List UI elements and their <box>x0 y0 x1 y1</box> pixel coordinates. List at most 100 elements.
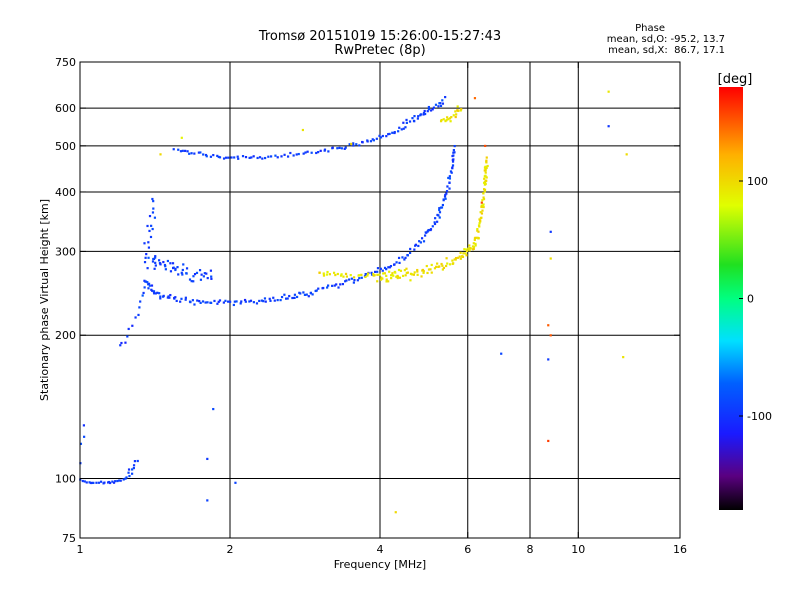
data-point <box>372 272 375 276</box>
data-point <box>159 153 162 156</box>
data-point <box>260 299 263 302</box>
data-point <box>152 207 155 210</box>
data-point <box>143 242 146 245</box>
data-point <box>448 117 452 120</box>
data-point <box>212 153 215 157</box>
data-point <box>423 109 426 113</box>
data-point <box>295 295 299 299</box>
data-point <box>473 97 477 100</box>
data-point <box>344 272 348 276</box>
data-point <box>429 268 432 271</box>
data-point <box>218 299 222 302</box>
data-point <box>143 286 146 289</box>
data-point <box>412 273 415 276</box>
data-point <box>199 301 202 304</box>
data-point <box>166 259 170 263</box>
data-point <box>309 292 312 295</box>
data-point <box>83 435 86 438</box>
data-point <box>112 481 116 484</box>
data-point <box>164 268 167 271</box>
data-point <box>432 106 436 109</box>
data-point <box>404 126 407 129</box>
data-point <box>131 468 134 471</box>
data-point <box>200 273 203 276</box>
data-point <box>109 481 112 485</box>
data-point <box>427 105 431 109</box>
data-point <box>217 300 220 303</box>
data-point <box>163 263 167 267</box>
data-point <box>100 480 103 483</box>
data-point <box>401 256 404 259</box>
data-point <box>174 268 177 272</box>
data-point <box>450 116 453 119</box>
data-point <box>485 156 488 159</box>
data-point <box>438 208 441 212</box>
data-point <box>255 302 259 305</box>
data-point <box>396 276 399 280</box>
y-tick-label: 400 <box>55 186 76 199</box>
data-point <box>549 230 552 233</box>
data-point <box>422 111 426 115</box>
data-point <box>285 297 288 300</box>
data-point <box>423 234 427 237</box>
data-point <box>243 298 247 302</box>
data-point <box>206 301 209 304</box>
data-point <box>467 247 470 250</box>
data-point <box>192 280 195 283</box>
data-point <box>190 280 193 283</box>
data-point <box>262 300 265 303</box>
data-point <box>446 185 449 188</box>
data-point <box>403 269 406 272</box>
data-point <box>244 155 248 159</box>
data-point <box>169 262 172 265</box>
data-point <box>442 266 446 270</box>
colorbar-ticks: 100 0 -100 <box>739 175 772 423</box>
data-point <box>447 118 450 121</box>
data-point <box>431 225 434 228</box>
data-point <box>383 272 386 275</box>
data-point <box>248 300 251 303</box>
data-point <box>390 274 393 277</box>
data-point <box>159 263 162 266</box>
data-point <box>385 278 388 281</box>
data-point <box>263 297 267 300</box>
data-point <box>402 127 405 130</box>
data-point <box>366 272 370 275</box>
data-point <box>162 260 165 264</box>
data-point <box>293 296 296 300</box>
data-point <box>264 300 267 303</box>
data-point <box>453 144 456 148</box>
data-point <box>464 252 467 255</box>
data-point <box>449 120 452 123</box>
data-point <box>132 466 135 470</box>
data-point <box>289 151 292 155</box>
data-point <box>250 156 253 159</box>
data-point <box>222 301 225 304</box>
data-point <box>438 216 441 219</box>
data-point <box>179 300 182 303</box>
data-point <box>348 143 351 146</box>
data-point <box>280 295 284 299</box>
data-point <box>341 282 344 286</box>
data-point <box>452 158 455 161</box>
data-point <box>441 99 444 102</box>
data-point <box>405 118 408 122</box>
data-point <box>481 199 484 202</box>
data-point <box>388 270 391 273</box>
data-point <box>387 266 390 269</box>
y-tick-label: 300 <box>55 245 76 258</box>
data-point <box>425 231 428 234</box>
data-point <box>193 152 196 155</box>
data-point <box>249 299 253 302</box>
data-point <box>143 261 147 264</box>
data-point <box>227 300 230 303</box>
data-point <box>180 297 183 300</box>
data-point <box>484 171 487 174</box>
data-point <box>131 324 134 327</box>
data-point <box>465 249 469 253</box>
data-point <box>482 205 485 209</box>
data-point <box>424 112 427 116</box>
data-point <box>252 155 255 158</box>
data-point <box>364 275 367 279</box>
data-point <box>454 115 457 119</box>
